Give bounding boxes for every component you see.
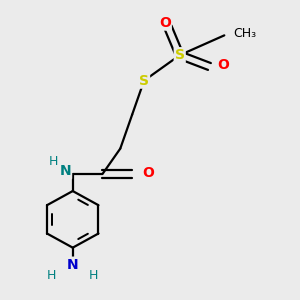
Text: H: H xyxy=(89,269,98,283)
Text: S: S xyxy=(139,74,149,88)
Text: H: H xyxy=(49,155,58,168)
Text: O: O xyxy=(142,166,154,180)
Text: N: N xyxy=(59,164,71,178)
Text: H: H xyxy=(47,269,57,283)
Text: O: O xyxy=(159,16,171,30)
Text: N: N xyxy=(67,258,79,272)
Text: O: O xyxy=(217,58,229,72)
Text: S: S xyxy=(175,48,185,62)
Text: CH₃: CH₃ xyxy=(233,27,256,40)
